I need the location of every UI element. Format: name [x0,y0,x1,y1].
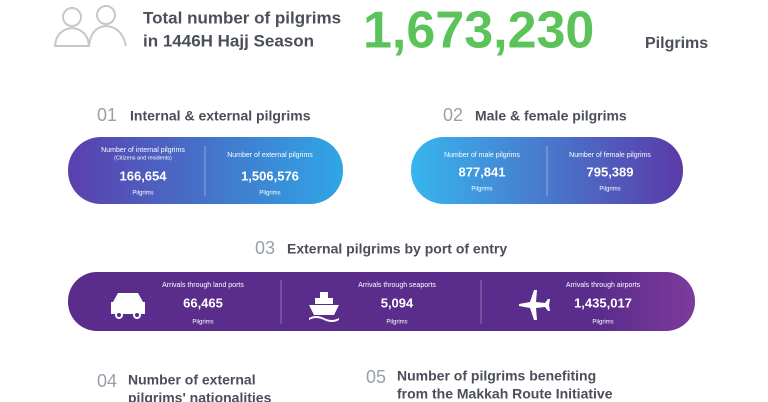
item-unit: Pilgrims [471,187,492,193]
item-label: Number of female pilgrims [569,152,651,159]
section-number: 05 [366,367,386,387]
item-label: Number of internal pilgrims [101,147,185,154]
item-sublabel: (Citizens and residents) [114,155,172,161]
item-unit: Pilgrims [259,191,280,197]
item-value: 66,465 [183,295,223,310]
section-number: 03 [255,238,275,258]
port-bar [68,272,695,331]
item-value: 166,654 [120,168,168,183]
item-label: Arrivals through airports [566,282,641,289]
section-title: Male & female pilgrims [475,108,627,124]
item-unit: Pilgrims [592,320,613,326]
section-title: pilgrims' nationalities [128,390,272,402]
car-icon [111,293,145,319]
pill [68,137,343,204]
item-value: 5,094 [381,295,414,310]
header-title: Total number of pilgrims [143,8,341,27]
plane-icon [519,290,550,320]
item-label: Arrivals through seaports [358,282,436,289]
header-title: in 1446H Hajj Season [143,31,314,50]
section-title: from the Makkah Route Initiative [397,386,613,402]
section-number: 01 [97,105,117,125]
pilgrims-icon [53,5,127,47]
item-label: Arrivals through land ports [162,282,244,289]
item-label: Number of male pilgrims [444,152,520,159]
section-title: Number of external [128,372,256,388]
item-unit: Pilgrims [192,320,213,326]
section-title: Number of pilgrims benefiting [397,368,596,384]
item-unit: Pilgrims [132,191,153,197]
item-value: 1,435,017 [574,295,632,310]
item-label: Number of external pilgrims [227,152,313,159]
item-unit: Pilgrims [386,320,407,326]
section-number: 04 [97,371,117,391]
section-title: Internal & external pilgrims [130,108,311,124]
item-unit: Pilgrims [599,187,620,193]
item-value: 877,841 [459,164,506,179]
item-value: 795,389 [587,164,634,179]
section-number: 02 [443,105,463,125]
pill [411,137,683,204]
section-title: External pilgrims by port of entry [287,241,507,257]
total-value: 1,673,230 [363,2,594,60]
ship-icon [309,292,339,322]
total-unit: Pilgrims [645,35,708,52]
item-value: 1,506,576 [241,168,299,183]
